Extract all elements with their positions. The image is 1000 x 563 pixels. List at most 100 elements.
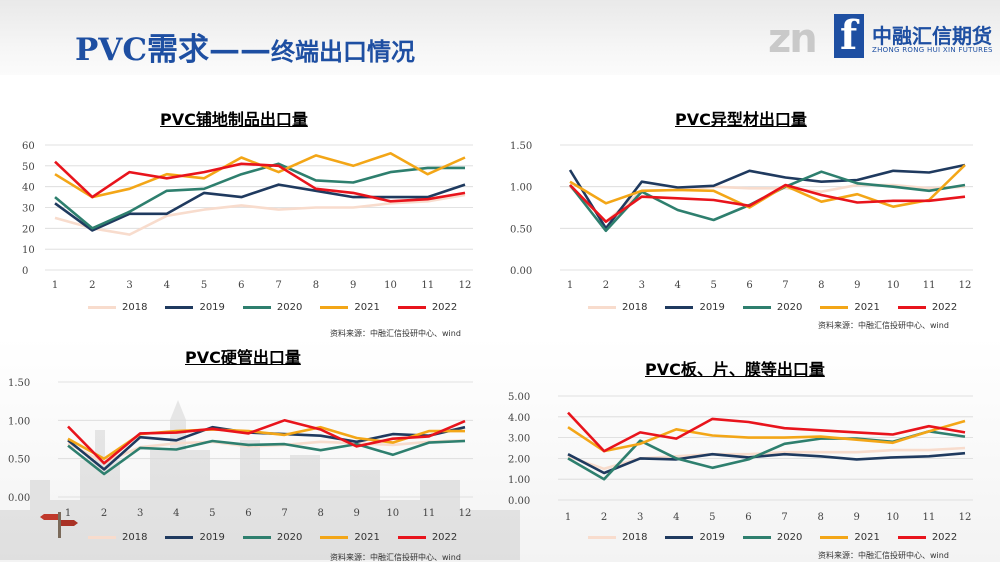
y-tick-label: 0 — [22, 266, 28, 277]
legend-item-2022: 2022 — [897, 532, 958, 543]
y-tick-label: 0.50 — [510, 224, 532, 235]
x-tick-label: 6 — [238, 280, 244, 291]
x-tick-label: 1 — [52, 280, 58, 291]
chart-title: PVC铺地制品出口量 — [160, 110, 308, 129]
legend-label: 2021 — [854, 302, 880, 313]
legend-swatch — [742, 306, 771, 309]
legend-swatch — [665, 536, 694, 539]
chart-title: PVC异型材出口量 — [675, 110, 807, 129]
x-tick-label: 6 — [745, 512, 751, 523]
company-logo: zn f 中融汇信期货 ZHONG RONG HUI XIN FUTURES — [768, 12, 992, 64]
y-tick-label: 50 — [22, 162, 35, 173]
logo-chinese-name: 中融汇信期货 — [872, 24, 992, 48]
legend-swatch — [320, 306, 349, 309]
y-tick-label: 4.00 — [508, 413, 530, 424]
y-tick-label: 10 — [22, 245, 35, 256]
sheet-film-export-chart: PVC板、片、膜等出口量 0.00 1.00 2.00 3.00 4.00 5.00 1 2 3… — [500, 350, 1000, 562]
legend-label: 2022 — [431, 302, 458, 313]
legend-swatch — [742, 536, 771, 539]
series-line-2018 — [569, 183, 966, 223]
x-tick-label: 9 — [354, 508, 360, 519]
legend-label: 2018 — [122, 532, 148, 543]
y-tick-label: 30 — [22, 204, 35, 215]
x-tick-label: 6 — [245, 508, 251, 519]
series-line-2022 — [67, 419, 466, 465]
x-tick-label: 8 — [818, 280, 824, 291]
legend-swatch — [820, 536, 849, 539]
series-line-2019 — [567, 451, 966, 475]
legend-swatch — [165, 306, 194, 309]
legend-item-2021: 2021 — [320, 532, 380, 543]
legend-label: 2020 — [276, 302, 303, 313]
legend-item-2021: 2021 — [820, 532, 880, 543]
x-tick-label: 11 — [923, 512, 936, 523]
x-tick-label: 3 — [637, 512, 643, 523]
pipe-export-chart: PVC硬管出口量 0.00 0.50 1.00 1.50 1 2 3 4 5 6 7 8 9 10 11 12… — [0, 340, 500, 562]
logo-f-badge: f — [834, 12, 864, 59]
series-line-2021 — [567, 419, 966, 453]
legend-label: 2018 — [622, 302, 648, 313]
x-tick-label: 11 — [421, 280, 434, 291]
x-tick-label: 4 — [675, 280, 681, 291]
flooring-export-chart: PVC铺地制品出口量 0 10 20 30 40 50 60 1 2 3 4 5 6 7 8 9 10 11 12 … — [0, 100, 500, 345]
x-tick-label: 9 — [350, 280, 356, 291]
y-tick-label: 2.00 — [508, 454, 530, 465]
x-tick-label: 5 — [709, 512, 715, 523]
series-line-2022 — [567, 411, 966, 453]
y-tick-label: 1.50 — [8, 378, 30, 389]
x-tick-label: 1 — [65, 508, 71, 519]
legend-item-2021: 2021 — [820, 302, 880, 313]
legend-label: 2022 — [431, 532, 458, 543]
series-line-2022 — [569, 183, 966, 223]
legend-swatch — [820, 306, 849, 309]
chart-source: 资料来源：中融汇信投研中心、wind — [330, 329, 461, 338]
legend-item-2020: 2020 — [742, 532, 802, 543]
y-tick-label: 0.50 — [8, 455, 30, 466]
legend-item-2020: 2020 — [242, 532, 302, 543]
chart-legend: 2018 2019 2020 2021 2022 — [588, 302, 957, 313]
legend-swatch — [88, 536, 116, 539]
chart-source: 资料来源：中融汇信投研中心、wind — [330, 553, 461, 562]
legend-swatch — [588, 536, 616, 539]
legend-label: 2018 — [122, 302, 148, 313]
y-tick-label: 40 — [22, 183, 35, 194]
legend-swatch — [397, 536, 426, 539]
x-tick-label: 10 — [886, 512, 899, 523]
x-tick-label: 1 — [567, 280, 573, 291]
chart-legend: 2018 2019 2020 2021 2022 — [88, 532, 457, 543]
legend-label: 2021 — [354, 532, 380, 543]
y-tick-label: 5.00 — [508, 392, 530, 403]
series-line-2022 — [54, 160, 466, 203]
series-line-2018 — [54, 193, 466, 236]
legend-label: 2019 — [699, 302, 725, 313]
legend-label: 2022 — [931, 532, 958, 543]
legend-item-2021: 2021 — [320, 302, 380, 313]
x-tick-label: 9 — [854, 280, 860, 291]
chart-plot: 0.000.501.001.501 2 3 4 5 6 7 8 9 10 11 12 — [8, 378, 473, 519]
legend-swatch — [397, 306, 426, 309]
x-tick-label: 3 — [137, 508, 143, 519]
legend-item-2019: 2019 — [165, 302, 225, 313]
legend-label: 2021 — [354, 302, 380, 313]
x-tick-label: 2 — [603, 280, 609, 291]
x-tick-label: 8 — [817, 512, 823, 523]
legend-swatch — [242, 306, 271, 309]
x-tick-label: 12 — [959, 512, 972, 523]
legend-item-2018: 2018 — [88, 302, 147, 313]
legend-item-2019: 2019 — [665, 532, 725, 543]
x-tick-label: 9 — [854, 512, 860, 523]
legend-item-2018: 2018 — [588, 302, 647, 313]
x-tick-label: 7 — [281, 508, 287, 519]
legend-item-2020: 2020 — [742, 302, 802, 313]
legend-item-2019: 2019 — [665, 302, 725, 313]
x-tick-label: 10 — [384, 280, 397, 291]
chart-legend: 2018 2019 2020 2021 2022 — [588, 532, 957, 543]
legend-item-2022: 2022 — [397, 532, 458, 543]
legend-swatch — [242, 536, 271, 539]
legend-label: 2022 — [931, 302, 958, 313]
series-line-2019 — [568, 163, 966, 230]
x-tick-label: 5 — [201, 280, 207, 291]
y-tick-label: 3.00 — [508, 434, 530, 445]
legend-item-2022: 2022 — [397, 302, 458, 313]
